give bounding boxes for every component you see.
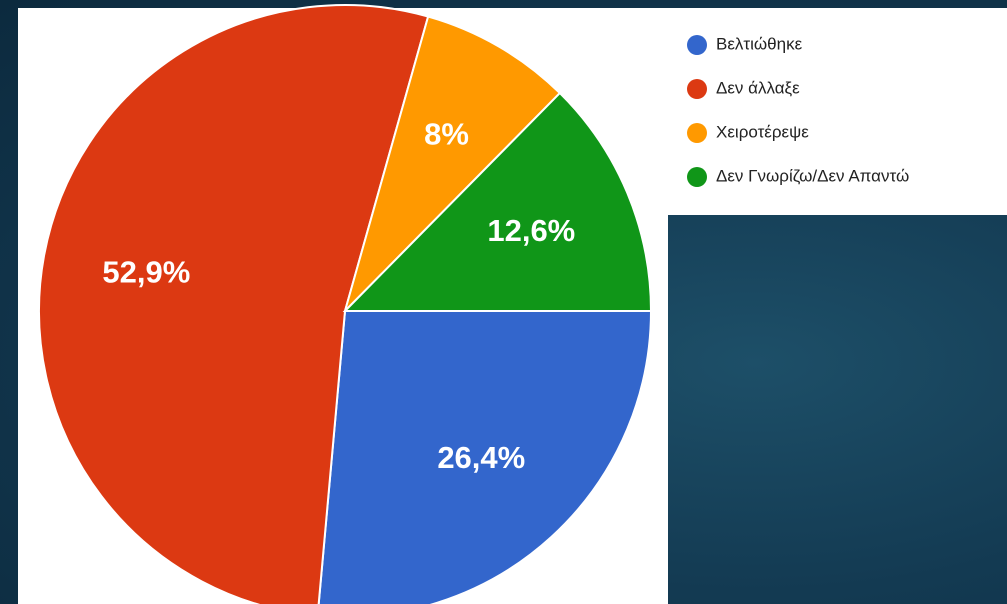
legend-swatch: [687, 79, 707, 99]
legend-label: Δεν άλλαξε: [716, 78, 800, 97]
legend-swatch: [687, 167, 707, 187]
pie-slice: [344, 15, 562, 312]
slice-label: 52,9%: [102, 255, 190, 290]
legend-swatch: [687, 35, 707, 55]
pie-slice: [342, 91, 653, 312]
legend-label: Χειροτέρεψε: [716, 122, 809, 141]
legend-label: Δεν Γνωρίζω/Δεν Απαντώ: [716, 166, 909, 185]
slice-label: 8%: [424, 117, 469, 152]
legend-swatch: [687, 123, 707, 143]
legend-panel: [668, 8, 1007, 215]
slice-label: 26,4%: [437, 440, 525, 475]
legend-label: Βελτιώθηκε: [716, 34, 803, 53]
pie-slice: [38, 4, 430, 604]
pie-slice: [317, 310, 653, 604]
slice-label: 12,6%: [487, 213, 575, 248]
